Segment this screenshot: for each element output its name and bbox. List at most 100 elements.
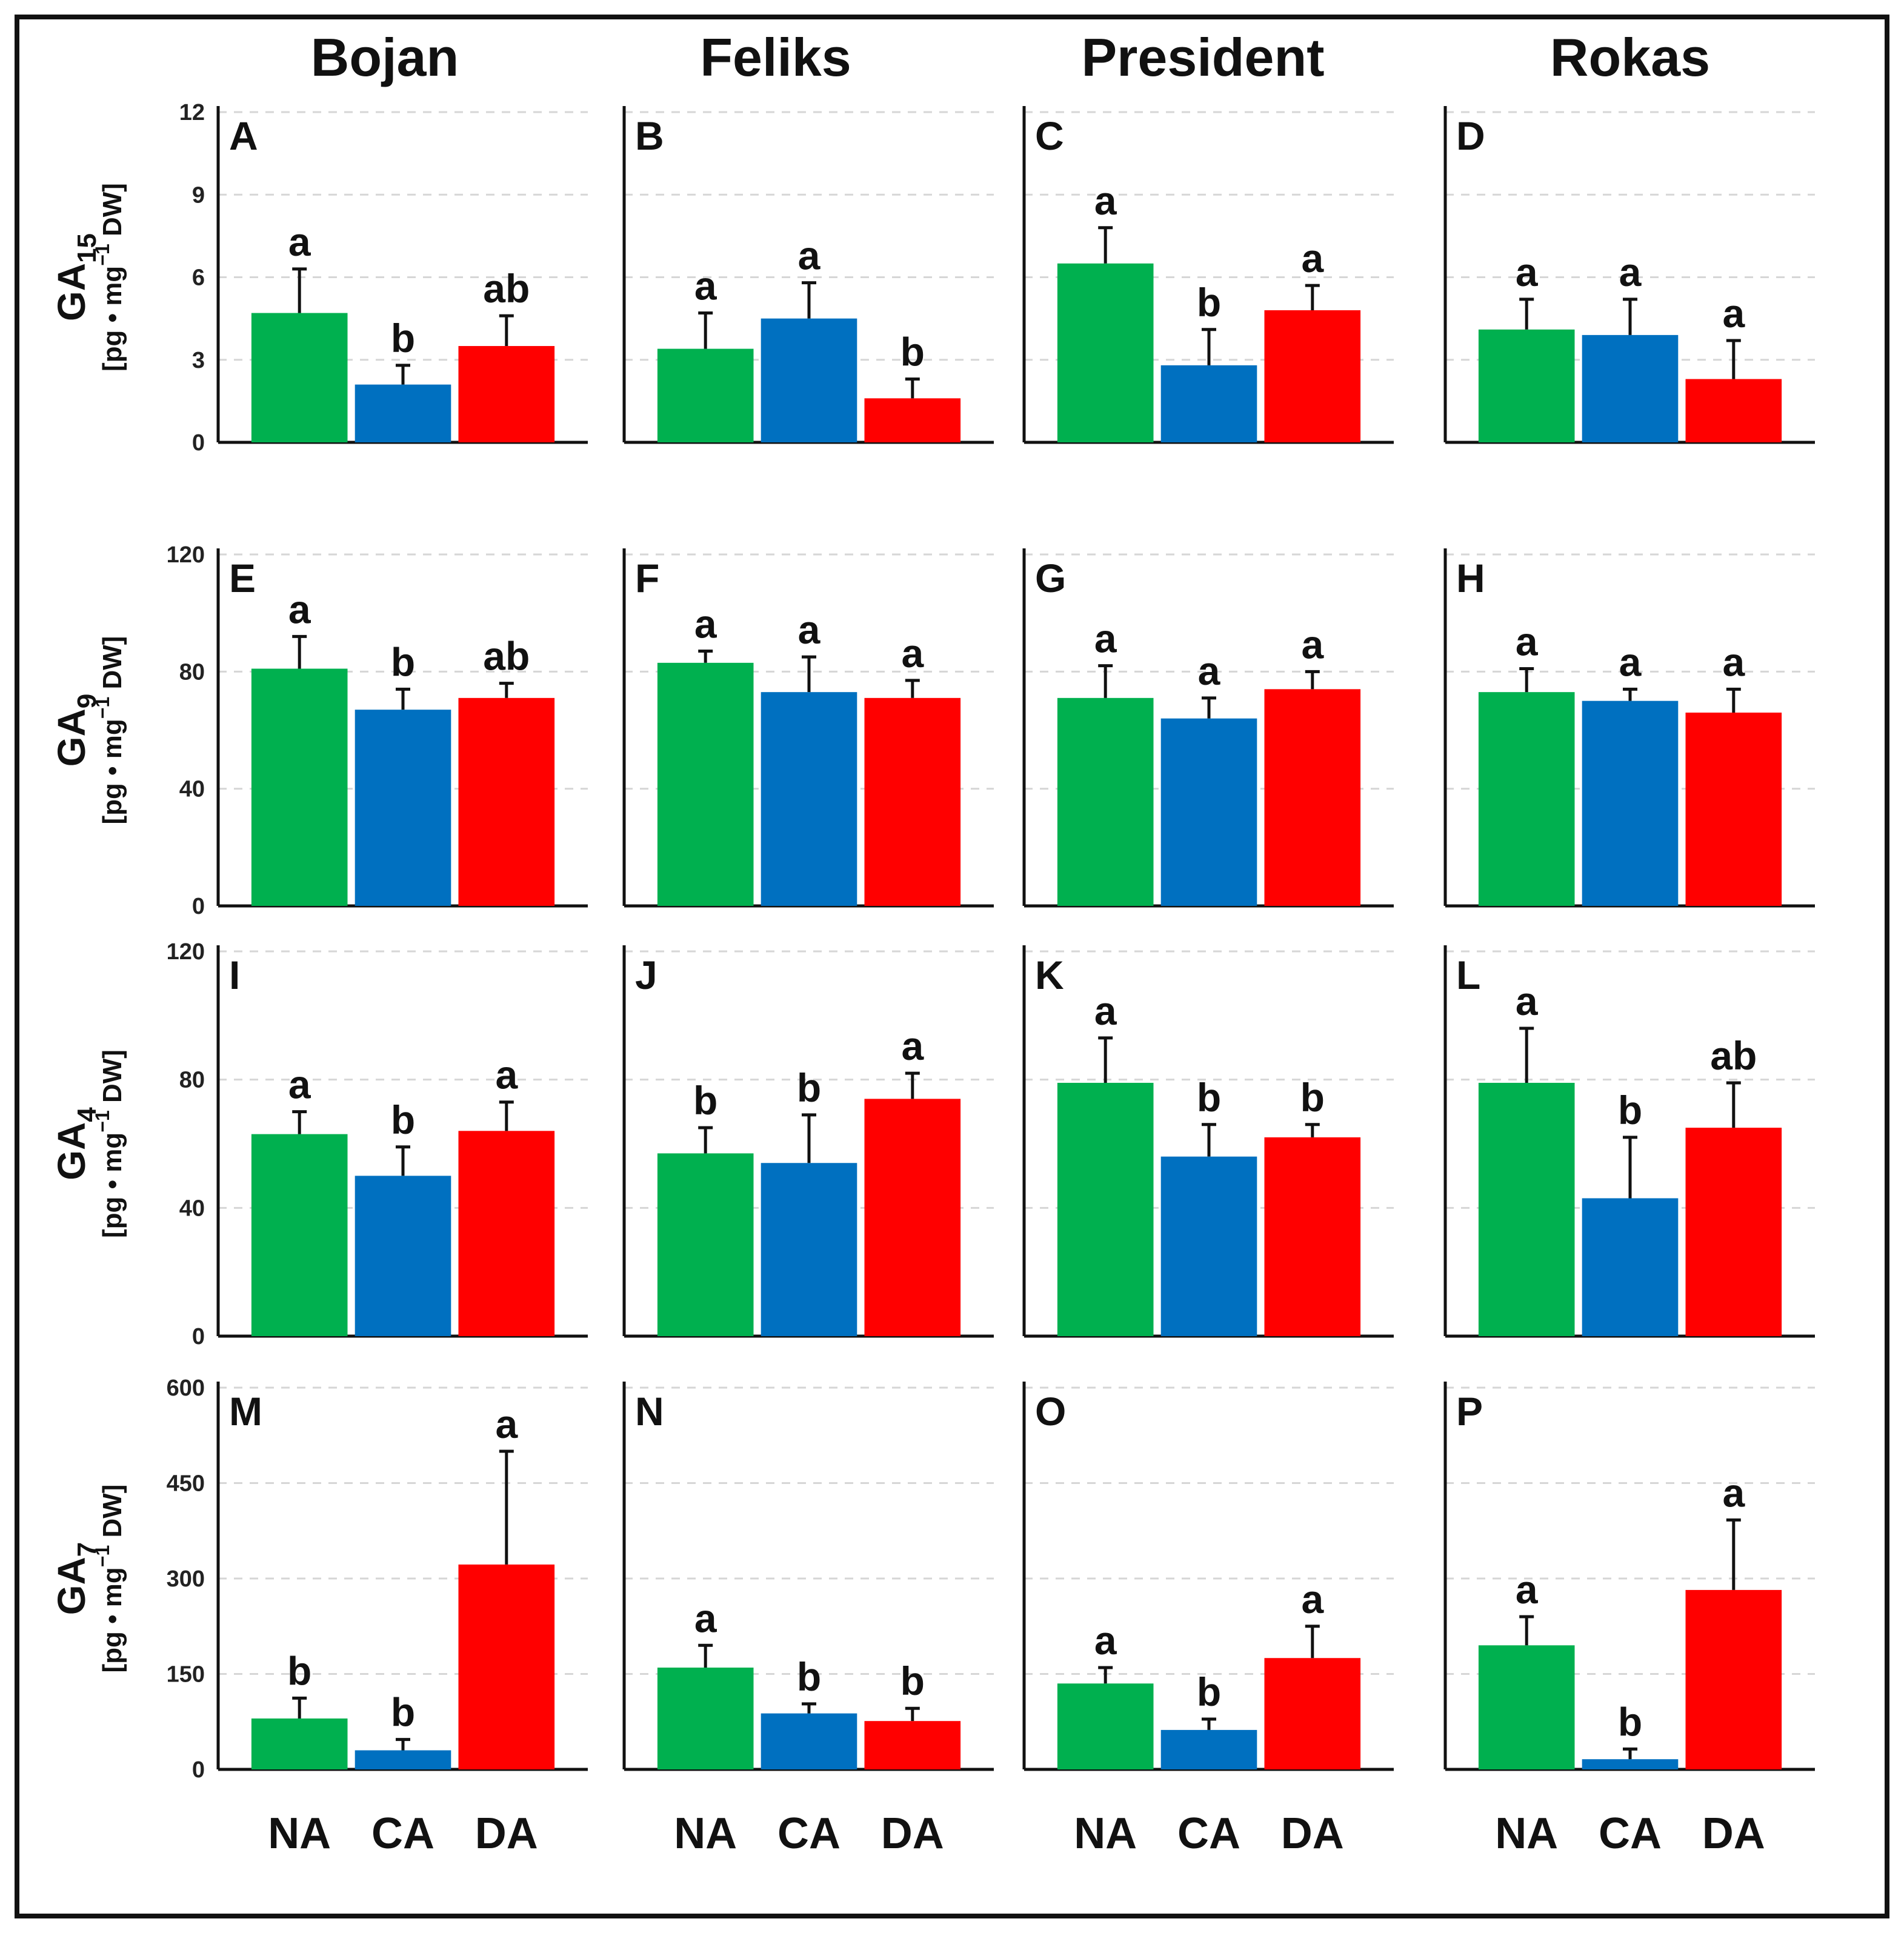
bar-H-na xyxy=(1478,692,1575,906)
row-label-ga7: GA7[pg • mg−1 DW] xyxy=(50,1485,127,1673)
significance-label: a xyxy=(1516,1567,1539,1612)
y-tick-label: 120 xyxy=(167,939,205,965)
bar-M-na xyxy=(251,1718,348,1769)
significance-label: ab xyxy=(483,634,530,679)
significance-label: a xyxy=(1619,250,1642,294)
hormone-name: GA7 xyxy=(50,1542,102,1615)
panel-letter: L xyxy=(1456,953,1480,997)
bar-O-ca xyxy=(1160,1729,1257,1769)
bar-M-ca xyxy=(355,1750,451,1769)
significance-label: a xyxy=(1094,178,1117,223)
significance-label: b xyxy=(1618,1088,1642,1133)
bar-I-ca xyxy=(355,1176,451,1336)
significance-label: b xyxy=(693,1078,717,1123)
significance-label: b xyxy=(287,1648,311,1693)
panel-C: Ca b a xyxy=(1022,106,1394,444)
bar-I-na xyxy=(251,1134,348,1336)
y-tick-label: 0 xyxy=(192,894,205,919)
bar-A-na xyxy=(251,313,348,442)
row-label-ga4: GA4[pg • mg−1 DW] xyxy=(50,1050,127,1238)
bar-L-ca xyxy=(1582,1198,1679,1336)
significance-label: ab xyxy=(1710,1033,1757,1078)
significance-label: a xyxy=(1722,291,1745,336)
significance-label: a xyxy=(495,1053,518,1097)
y-tick-label: 80 xyxy=(179,659,205,685)
significance-label: b xyxy=(1300,1075,1325,1120)
bar-G-ca xyxy=(1160,718,1257,906)
panel-F: Fa a a xyxy=(622,548,994,908)
bar-E-da xyxy=(458,697,555,906)
significance-label: a xyxy=(798,233,821,278)
significance-label: a xyxy=(1516,250,1539,294)
panel-letter: B xyxy=(635,113,664,158)
bar-B-ca xyxy=(761,318,857,442)
bar-K-ca xyxy=(1160,1156,1257,1336)
row-label-ga9: GA9[pg • mg−1 DW] xyxy=(50,636,127,825)
panel-K: Ka b b xyxy=(1022,945,1394,1338)
figure-frame xyxy=(15,15,1889,1918)
bar-L-da xyxy=(1685,1128,1782,1336)
category-label-da: DA xyxy=(881,1809,944,1858)
category-label-na: NA xyxy=(268,1809,331,1858)
significance-label: a xyxy=(288,1062,311,1107)
significance-label: a xyxy=(901,1023,924,1068)
panel-H: Ha a a xyxy=(1443,548,1815,908)
panel-B: Ba a b xyxy=(622,106,994,444)
significance-label: a xyxy=(1198,648,1221,693)
panel-G: Ga a a xyxy=(1022,548,1394,908)
y-tick-label: 6 xyxy=(192,265,205,291)
panel-letter: M xyxy=(229,1389,262,1434)
bar-K-da xyxy=(1264,1137,1361,1336)
bar-B-na xyxy=(657,348,754,442)
significance-label: a xyxy=(694,602,717,647)
y-tick-label: 12 xyxy=(179,100,205,125)
y-tick-label: 0 xyxy=(192,430,205,456)
panel-letter: H xyxy=(1456,556,1485,601)
column-title-feliks: Feliks xyxy=(700,27,851,87)
significance-label: b xyxy=(391,1097,415,1142)
significance-label: a xyxy=(1094,1618,1117,1663)
unit-label: [pg • mg−1 DW] xyxy=(92,1050,127,1238)
panel-letter: N xyxy=(635,1389,664,1434)
column-title-president: President xyxy=(1081,27,1324,87)
row-labels: GA15[pg • mg−1 DW]GA9[pg • mg−1 DW]GA4[p… xyxy=(50,183,127,1672)
significance-label: a xyxy=(1094,988,1117,1033)
column-title-rokas: Rokas xyxy=(1550,27,1710,87)
category-label-na: NA xyxy=(674,1809,737,1858)
bar-N-da xyxy=(864,1721,961,1769)
bar-C-ca xyxy=(1160,365,1257,442)
bar-F-ca xyxy=(761,692,857,906)
category-label-na: NA xyxy=(1074,1809,1137,1858)
bar-D-ca xyxy=(1582,334,1679,442)
bar-A-da xyxy=(458,346,555,442)
panel-letter: C xyxy=(1035,113,1064,158)
significance-label: b xyxy=(797,1654,821,1699)
y-tick-label: 300 xyxy=(167,1566,205,1592)
bar-E-ca xyxy=(355,710,451,906)
column-title-bojan: Bojan xyxy=(311,27,459,87)
significance-label: a xyxy=(694,264,717,308)
significance-label: b xyxy=(900,330,925,374)
bar-H-da xyxy=(1685,713,1782,906)
y-tick-label: 450 xyxy=(167,1471,205,1497)
hormone-name: GA9 xyxy=(50,694,102,767)
significance-label: b xyxy=(1197,1075,1221,1120)
bar-C-na xyxy=(1057,263,1154,442)
panel-letter: F xyxy=(635,556,659,601)
unit-label: [pg • mg−1 DW] xyxy=(92,183,127,371)
panel-letter: D xyxy=(1456,113,1485,158)
significance-label: a xyxy=(1722,639,1745,684)
y-tick-label: 40 xyxy=(179,1196,205,1221)
significance-label: b xyxy=(1197,1669,1221,1714)
panel-P: Pa b a xyxy=(1443,1382,1815,1771)
unit-label: [pg • mg−1 DW] xyxy=(92,636,127,825)
significance-label: a xyxy=(1094,616,1117,661)
category-label-ca: CA xyxy=(371,1809,434,1858)
significance-label: a xyxy=(798,607,821,652)
bar-A-ca xyxy=(355,384,451,442)
panel-letter: J xyxy=(635,953,657,997)
significance-label: a xyxy=(1516,979,1539,1023)
bar-D-da xyxy=(1685,379,1782,442)
